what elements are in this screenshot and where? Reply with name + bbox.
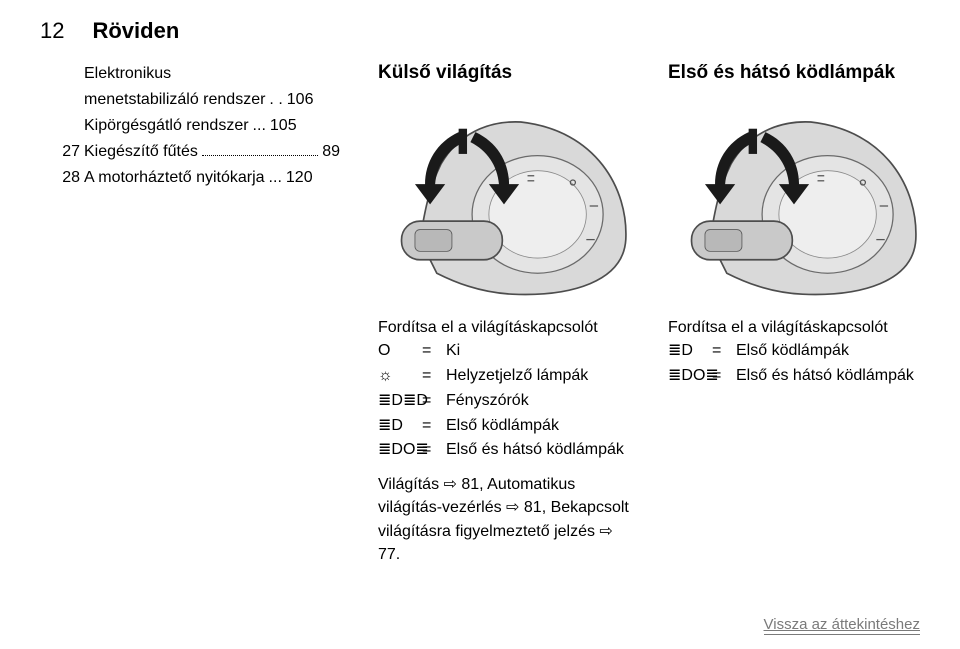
toc-dots: . . bbox=[269, 88, 282, 112]
switch-text: Első ködlámpák bbox=[446, 414, 559, 439]
col2-intro: Fordítsa el a világításkapcsolót bbox=[378, 316, 630, 339]
switch-text: Első és hátsó ködlámpák bbox=[736, 364, 914, 389]
toc-label: Kiegészítő fűtés bbox=[84, 140, 198, 164]
toc-num bbox=[58, 114, 84, 138]
toc-num: 27 bbox=[58, 140, 84, 164]
switch-text: Ki bbox=[446, 339, 460, 364]
switch-text: Első és hátsó ködlámpák bbox=[446, 438, 624, 463]
col3-intro: Fordítsa el a világításkapcsolót bbox=[668, 316, 920, 339]
col-toc: Elektronikus menetstabilizáló rendszer .… bbox=[40, 62, 340, 566]
toc-num bbox=[58, 62, 84, 86]
light-switch-illustration bbox=[378, 96, 630, 316]
back-to-overview-link[interactable]: Vissza az áttekintéshez bbox=[764, 616, 920, 635]
section-title: Röviden bbox=[92, 18, 179, 44]
switch-row: ☼ = Helyzetjelző lámpák bbox=[378, 364, 630, 389]
equals: = bbox=[712, 364, 726, 389]
toc-row: 28 A motorháztető nyitókarja ... 120 bbox=[88, 166, 340, 190]
switch-row: ≣DO≣ = Első és hátsó ködlámpák bbox=[378, 438, 630, 463]
toc-num bbox=[58, 88, 84, 112]
toc-label: A motorháztető nyitókarja bbox=[84, 166, 265, 190]
toc-row: 27 Kiegészítő fűtés 89 bbox=[88, 140, 340, 164]
toc-page: 105 bbox=[270, 114, 297, 138]
switch-row: ≣D = Első ködlámpák bbox=[668, 339, 920, 364]
toc-num: 28 bbox=[58, 166, 84, 190]
switch-row: O = Ki bbox=[378, 339, 630, 364]
toc-row: Kipörgésgátló rendszer ... 105 bbox=[88, 114, 340, 138]
toc-row: menetstabilizáló rendszer . . 106 bbox=[88, 88, 340, 112]
toc-label: Kipörgésgátló rendszer bbox=[84, 114, 249, 138]
switch-text: Helyzetjelző lámpák bbox=[446, 364, 588, 389]
toc-dots bbox=[202, 136, 318, 156]
equals: = bbox=[422, 414, 436, 439]
switch-symbol: O bbox=[378, 339, 412, 364]
equals: = bbox=[712, 339, 726, 364]
switch-text: Fényszórók bbox=[446, 389, 529, 414]
switch-symbol: ≣DO≣ bbox=[668, 364, 702, 389]
page-header: 12 Röviden bbox=[40, 18, 920, 44]
fog-switch-illustration bbox=[668, 96, 920, 316]
switch-symbol: ≣DO≣ bbox=[378, 438, 412, 463]
toc-page: 120 bbox=[286, 166, 313, 190]
equals: = bbox=[422, 364, 436, 389]
toc-row: Elektronikus bbox=[88, 62, 340, 86]
switch-symbol: ≣D≣D bbox=[378, 389, 412, 414]
toc-label: Elektronikus bbox=[84, 62, 171, 86]
col3-title: Első és hátsó ködlámpák bbox=[668, 62, 920, 84]
toc-label: menetstabilizáló rendszer bbox=[84, 88, 265, 112]
equals: = bbox=[422, 389, 436, 414]
col2-paragraph: Világítás ⇨ 81, Automatikus világítás-ve… bbox=[378, 473, 630, 566]
col2-title: Külső világítás bbox=[378, 62, 630, 84]
columns: Elektronikus menetstabilizáló rendszer .… bbox=[40, 62, 920, 566]
toc-dots: ... bbox=[269, 166, 282, 190]
switch-symbol: ≣D bbox=[668, 339, 702, 364]
page-number: 12 bbox=[40, 18, 64, 44]
switch-symbol: ≣D bbox=[378, 414, 412, 439]
toc-dots: ... bbox=[253, 114, 266, 138]
equals: = bbox=[422, 339, 436, 364]
equals: = bbox=[422, 438, 436, 463]
switch-row: ≣D = Első ködlámpák bbox=[378, 414, 630, 439]
col-fog-lights: Első és hátsó ködlámpák bbox=[668, 62, 920, 566]
toc-page: 106 bbox=[287, 88, 314, 112]
page: 12 Röviden Elektronikus menetstabilizáló… bbox=[0, 0, 960, 649]
switch-symbol: ☼ bbox=[378, 364, 412, 389]
switch-row: ≣D≣D = Fényszórók bbox=[378, 389, 630, 414]
switch-row: ≣DO≣ = Első és hátsó ködlámpák bbox=[668, 364, 920, 389]
toc-page: 89 bbox=[322, 140, 340, 164]
col-exterior-lighting: Külső világítás bbox=[378, 62, 630, 566]
switch-text: Első ködlámpák bbox=[736, 339, 849, 364]
